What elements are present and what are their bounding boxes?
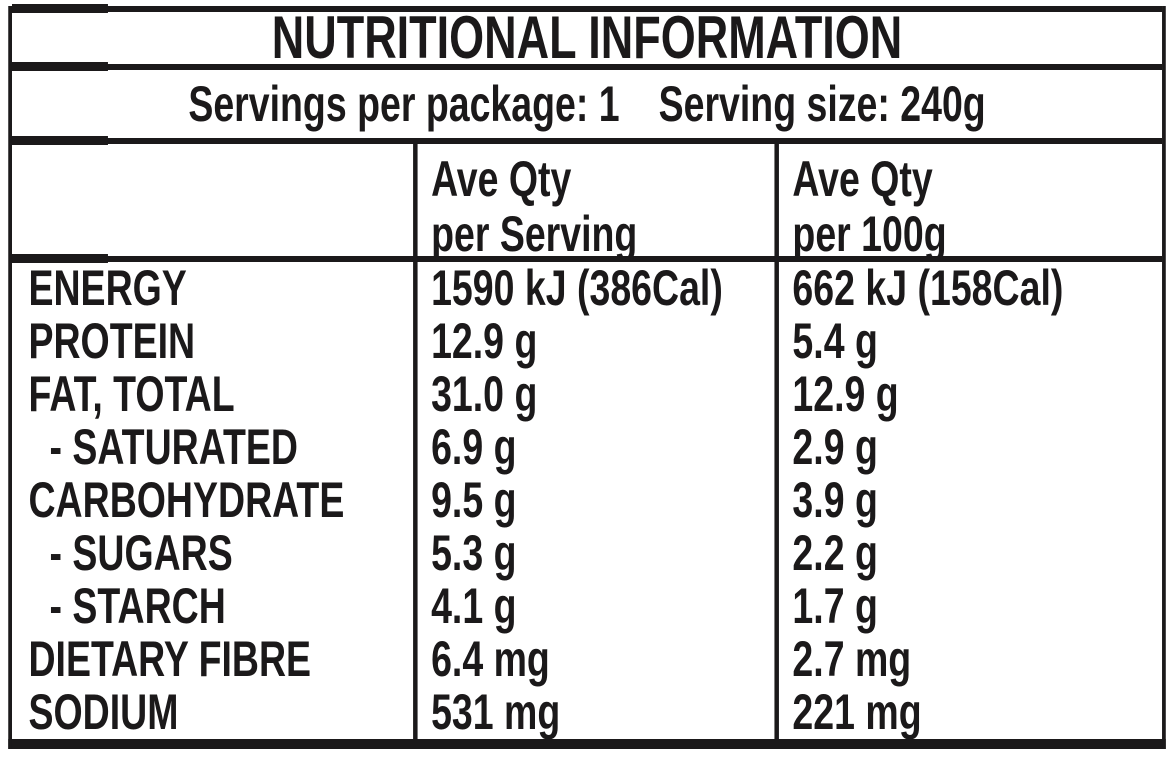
divider-under-title: [11, 62, 1163, 71]
divider-under-headers: [11, 254, 1163, 263]
table-row: SODIUM 531 mg 221 mg: [12, 686, 1162, 739]
nutrient-name: DIETARY FIBRE: [28, 631, 312, 687]
nutrient-name: - SUGARS: [49, 525, 233, 581]
value-per-serving: 531 mg: [431, 684, 561, 740]
table-row: DIETARY FIBRE 6.4 mg 2.7 mg: [12, 633, 1162, 686]
table-row: FAT, TOTAL 31.0 g 12.9 g: [12, 368, 1162, 421]
panel-title: NUTRITIONAL INFORMATION: [271, 4, 903, 71]
value-per-serving: 12.9 g: [431, 313, 538, 369]
column-divider-100g: [774, 144, 779, 739]
condensed-type-wrapper: NUTRITIONAL INFORMATION Servings per pac…: [0, 4, 1174, 749]
per-serving-header-line2: per Serving: [431, 206, 638, 262]
value-per-100g: 3.9 g: [792, 472, 878, 528]
value-per-serving: 4.1 g: [431, 578, 517, 634]
table-row: - SATURATED 6.9 g 2.9 g: [12, 421, 1162, 474]
nutrient-name: CARBOHYDRATE: [28, 472, 345, 528]
value-per-serving: 6.4 mg: [431, 631, 550, 687]
nutrient-name: - STARCH: [49, 578, 226, 634]
serving-size: Serving size: 240g: [658, 76, 986, 132]
value-per-100g: 662 kJ (158Cal): [792, 260, 1064, 316]
nutrient-name: PROTEIN: [28, 313, 196, 369]
servings-per-package: Servings per package: 1: [188, 76, 620, 132]
nutrient-name: - SATURATED: [49, 419, 298, 475]
value-per-serving: 5.3 g: [431, 525, 517, 581]
value-per-serving: 31.0 g: [431, 366, 538, 422]
value-per-serving: 9.5 g: [431, 472, 517, 528]
value-per-serving: 6.9 g: [431, 419, 517, 475]
nutrient-name: ENERGY: [28, 260, 187, 316]
value-per-100g: 5.4 g: [792, 313, 878, 369]
value-per-100g: 12.9 g: [792, 366, 899, 422]
column-header-row: Ave Qty per Serving Ave Qty per 100g: [12, 144, 1162, 262]
per-100g-column-header: Ave Qty per 100g: [774, 144, 1162, 262]
per-100g-header-line2: per 100g: [792, 206, 947, 262]
value-per-serving: 1590 kJ (386Cal): [431, 260, 723, 316]
value-per-100g: 2.9 g: [792, 419, 878, 475]
column-divider-serving: [413, 144, 418, 739]
per-serving-header-line1: Ave Qty: [431, 151, 572, 207]
nutrient-column-header-empty: [12, 144, 413, 262]
top-border-rule: [11, 4, 1163, 13]
table-row: PROTEIN 12.9 g 5.4 g: [12, 315, 1162, 368]
value-per-100g: 221 mg: [792, 684, 922, 740]
per-serving-column-header: Ave Qty per Serving: [413, 144, 774, 262]
nutrient-table-body: ENERGY 1590 kJ (386Cal) 662 kJ (158Cal) …: [12, 262, 1162, 739]
nutrition-panel: NUTRITIONAL INFORMATION Servings per pac…: [8, 4, 1166, 749]
per-100g-header-line1: Ave Qty: [792, 151, 933, 207]
table-row: - SUGARS 5.3 g 2.2 g: [12, 527, 1162, 580]
value-per-100g: 2.2 g: [792, 525, 878, 581]
table-row: ENERGY 1590 kJ (386Cal) 662 kJ (158Cal): [12, 262, 1162, 315]
table-row: CARBOHYDRATE 9.5 g 3.9 g: [12, 474, 1162, 527]
servings-row: Servings per package: 1 Serving size: 24…: [12, 70, 1162, 138]
nutrient-name: SODIUM: [28, 684, 179, 740]
table-row: - STARCH 4.1 g 1.7 g: [12, 580, 1162, 633]
value-per-100g: 1.7 g: [792, 578, 878, 634]
nutrient-name: FAT, TOTAL: [28, 366, 235, 422]
divider-under-servings: [11, 136, 1163, 145]
value-per-100g: 2.7 mg: [792, 631, 912, 687]
